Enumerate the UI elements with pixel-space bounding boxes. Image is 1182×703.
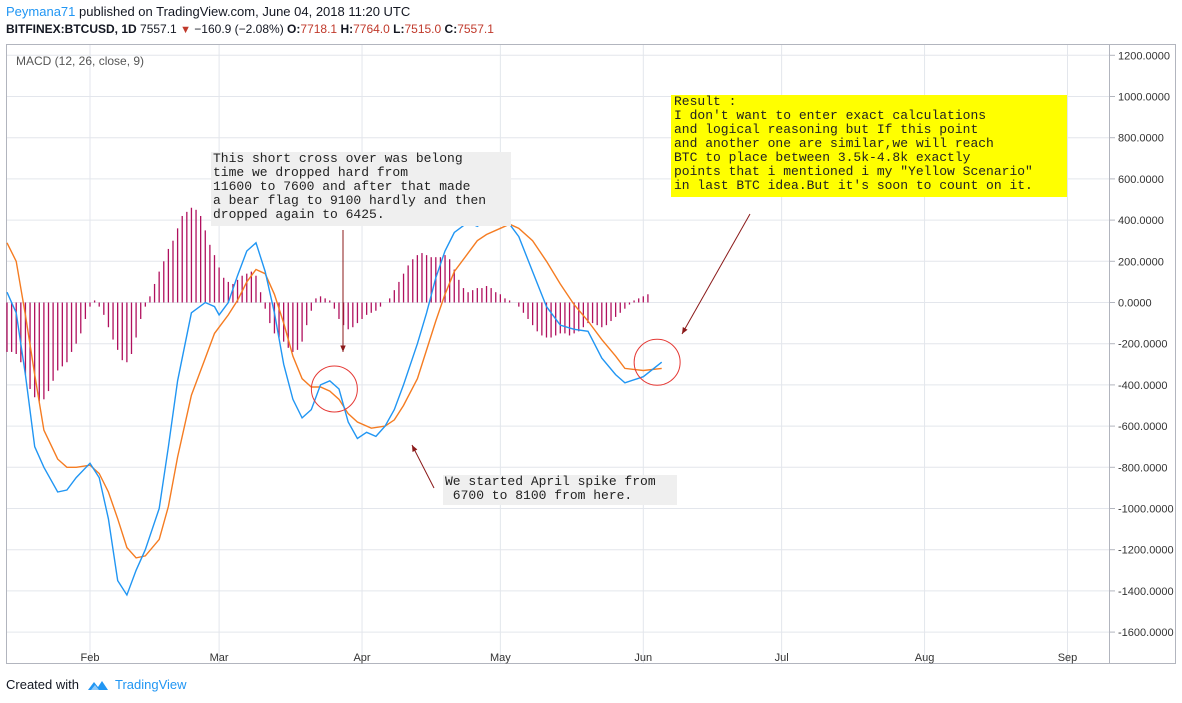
x-tick-label: Jun	[634, 652, 652, 664]
x-tick-label: Apr	[353, 652, 370, 664]
x-tick-label: Jul	[775, 652, 789, 664]
cross-note: This short cross over was belong time we…	[211, 152, 511, 226]
histogram-series	[6, 207, 649, 402]
y-tick-label: 1000.0000	[1118, 92, 1170, 104]
publication-info: Peymana71 published on TradingView.com, …	[6, 4, 410, 19]
x-tick-label: Feb	[81, 652, 100, 664]
price-axis[interactable]	[1110, 44, 1176, 664]
footer: Created with TradingView	[6, 677, 187, 692]
grid-lines	[7, 45, 1109, 663]
low-value: 7515.0	[404, 22, 442, 36]
author-link[interactable]: Peymana71	[6, 4, 76, 19]
y-tick-label: 600.0000	[1118, 174, 1164, 186]
april-note: We started April spike from 6700 to 8100…	[443, 475, 677, 505]
y-tick-label: 1200.0000	[1118, 50, 1170, 62]
signal-line	[6, 223, 662, 559]
symbol-info: BITFINEX:BTCUSD, 1D 7557.1 ▼ −160.9 (−2.…	[6, 22, 494, 36]
y-tick-labels: 1200.0000 1000.0000 800.0000 600.0000 400.00…	[1110, 50, 1174, 639]
indicator-title: MACD (12, 26, close, 9)	[16, 54, 144, 68]
highlight-circle	[310, 365, 358, 413]
last-price: 7557.1	[140, 22, 177, 36]
low-label: L:	[393, 22, 405, 36]
arrow-head-icon	[412, 445, 418, 452]
y-tick-label: 200.0000	[1118, 256, 1164, 268]
published-text: published on TradingView.com, June 04, 2…	[79, 4, 411, 19]
result-note: Result : I don't want to enter exact cal…	[671, 95, 1067, 197]
open-value: 7718.1	[300, 22, 338, 36]
arrow-head-icon	[682, 327, 688, 334]
y-tick-label: -1000.0000	[1118, 504, 1174, 516]
y-tick-label: 0.0000	[1118, 298, 1152, 310]
close-value: 7557.1	[457, 22, 494, 36]
y-tick-label: 400.0000	[1118, 215, 1164, 227]
open-label: O:	[287, 22, 301, 36]
x-tick-label: Sep	[1058, 652, 1078, 664]
macd-line	[6, 215, 663, 597]
tradingview-brand: TradingView	[114, 677, 187, 692]
annotation-arrow	[681, 213, 751, 335]
annotation-layer	[310, 213, 751, 489]
y-tick-label: -400.0000	[1118, 380, 1168, 392]
chart-pane[interactable]	[6, 44, 1110, 664]
y-tick-label: -200.0000	[1118, 339, 1168, 351]
y-tick-label: -1200.0000	[1118, 545, 1174, 557]
x-tick-label: May	[490, 652, 511, 664]
annotation-arrow	[411, 444, 435, 489]
symbol-label: BITFINEX:BTCUSD, 1D	[6, 22, 137, 36]
y-tick-label: -600.0000	[1118, 421, 1168, 433]
arrow-head-icon	[340, 345, 346, 352]
high-label: H:	[340, 22, 354, 36]
close-label: C:	[444, 22, 458, 36]
highlight-circle	[633, 338, 681, 386]
created-with-label: Created with	[6, 677, 79, 692]
y-tick-label: -800.0000	[1118, 462, 1168, 474]
x-tick-labels: Feb Mar Apr May Jun Jul Aug Sep	[81, 652, 1078, 664]
y-tick-label: -1400.0000	[1118, 586, 1174, 598]
x-tick-label: Aug	[915, 652, 935, 664]
tradingview-link[interactable]: TradingView	[87, 677, 187, 692]
y-tick-label: 800.0000	[1118, 133, 1164, 145]
down-arrow-icon: ▼	[180, 24, 191, 36]
y-tick-label: -1600.0000	[1118, 627, 1174, 639]
tradingview-logo-icon	[87, 680, 108, 690]
high-value: 7764.0	[353, 22, 390, 36]
x-tick-label: Mar	[210, 652, 229, 664]
price-change: −160.9 (−2.08%)	[194, 22, 284, 36]
